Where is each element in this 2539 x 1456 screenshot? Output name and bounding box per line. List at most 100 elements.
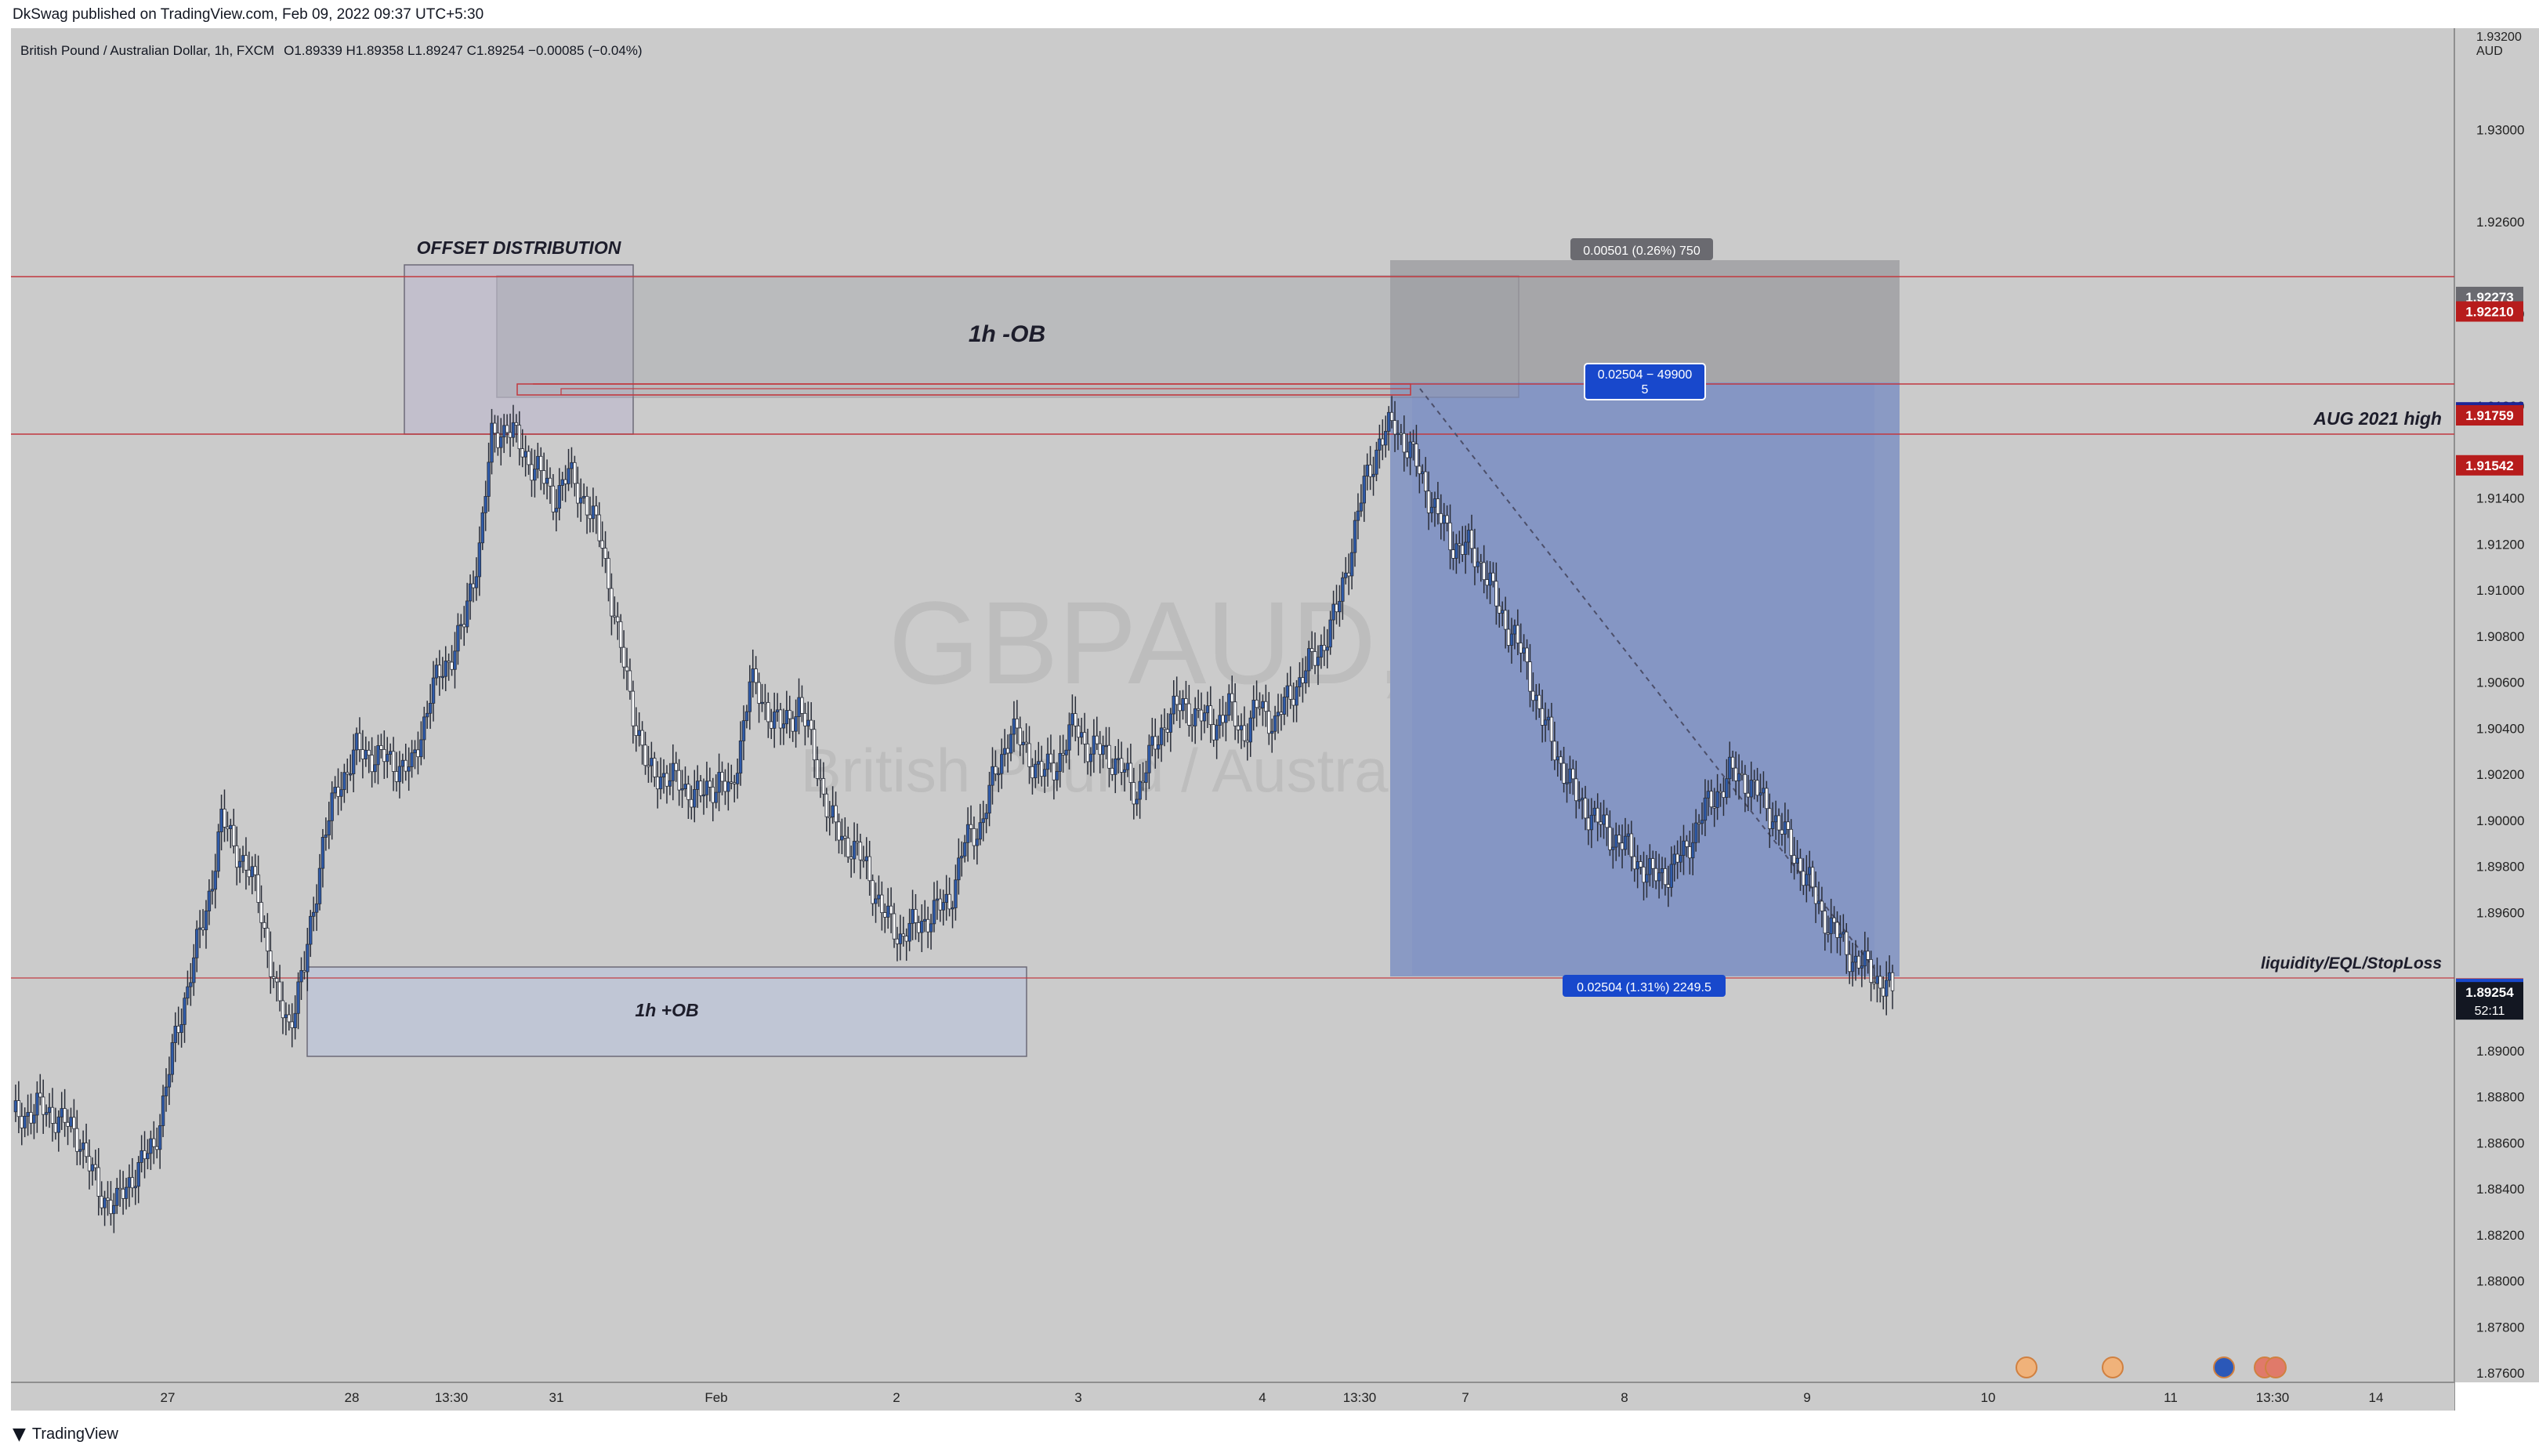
australia-flag-icon[interactable] xyxy=(2213,1356,2235,1378)
y-tick-label: 1.91200 xyxy=(2476,537,2524,552)
candle-body xyxy=(1706,791,1711,799)
economic-events[interactable] xyxy=(2016,1356,2287,1378)
bearish-ob-box[interactable] xyxy=(496,275,1519,398)
candle-body xyxy=(1802,871,1806,886)
stop-info-box[interactable] xyxy=(1570,238,1713,260)
candle-body xyxy=(1458,543,1461,546)
candle-body xyxy=(1765,788,1769,809)
candle-body xyxy=(557,485,561,509)
candle-body xyxy=(121,1189,125,1199)
candle-body xyxy=(1378,438,1382,451)
candle-body xyxy=(1528,661,1532,692)
uk-flag-icon[interactable] xyxy=(2265,1356,2287,1378)
candle-body xyxy=(1095,735,1099,744)
y-tick-label: 1.91400 xyxy=(2476,491,2524,506)
candle-body xyxy=(284,1014,288,1019)
candle-body xyxy=(618,621,623,648)
candle-body xyxy=(152,1138,156,1147)
candle-body xyxy=(201,927,205,930)
price-label-countdown: 52:11 xyxy=(2475,1005,2505,1018)
candle-body xyxy=(1058,752,1062,772)
price-label-box[interactable] xyxy=(2456,301,2523,322)
candle-body xyxy=(831,805,835,818)
candle-body xyxy=(1061,752,1065,755)
candle-body xyxy=(106,1197,110,1201)
price-label-box[interactable] xyxy=(2456,982,2523,1020)
candle-body xyxy=(158,1125,162,1150)
price-label-box[interactable] xyxy=(2456,455,2523,476)
candle-body xyxy=(109,1200,113,1215)
publisher-header: DkSwag published on TradingView.com, Feb… xyxy=(0,0,2539,28)
candle-body xyxy=(1221,715,1225,723)
candle-body xyxy=(207,890,212,911)
candle-body xyxy=(1620,842,1624,850)
currency-label: AUD xyxy=(2476,45,2503,58)
tradingview-logo[interactable]: ▼ TradingView xyxy=(13,1425,118,1444)
candle-body xyxy=(1534,694,1538,701)
candle-body xyxy=(1653,867,1658,882)
candle-body xyxy=(1429,506,1434,513)
candle-body xyxy=(330,792,334,821)
candle-body xyxy=(1021,741,1025,745)
uk-flag-icon[interactable] xyxy=(2102,1356,2124,1378)
candle-body xyxy=(444,661,447,677)
candle-body xyxy=(1792,855,1796,864)
candle-body xyxy=(56,1116,60,1133)
candle-body xyxy=(1245,740,1250,743)
x-tick-label: 3 xyxy=(1074,1390,1081,1405)
candle-body xyxy=(1386,411,1391,432)
candle-body xyxy=(250,866,254,878)
candle-body xyxy=(176,1026,180,1034)
candle-body xyxy=(1138,781,1142,800)
candle-body xyxy=(821,778,826,795)
candle-body xyxy=(1168,713,1173,733)
candle-body xyxy=(1829,917,1833,934)
candle-body xyxy=(1728,756,1732,780)
candle-body xyxy=(1341,577,1345,602)
candle-body xyxy=(1860,965,1864,969)
candle-body xyxy=(1202,712,1207,722)
candle-body xyxy=(1552,741,1557,761)
price-label-box[interactable] xyxy=(2456,405,2523,426)
candle-body xyxy=(834,805,838,823)
price-label-value: 1.89254 xyxy=(2465,985,2514,1000)
uk-flag-icon[interactable] xyxy=(2016,1356,2037,1378)
x-tick-label: 4 xyxy=(1259,1390,1266,1405)
candle-body xyxy=(714,791,718,803)
candle-body xyxy=(266,927,270,951)
candle-body xyxy=(161,1096,165,1126)
y-tick-label: 1.87600 xyxy=(2476,1366,2524,1381)
candle-body xyxy=(828,816,831,819)
candle-body xyxy=(643,744,647,766)
offset-distribution-box[interactable] xyxy=(404,264,634,435)
candle-body xyxy=(981,818,985,824)
candle-body xyxy=(1175,695,1179,705)
candle-body xyxy=(1878,976,1882,989)
candle-body xyxy=(1119,758,1124,773)
candle-body xyxy=(1258,707,1262,709)
target-info-box[interactable] xyxy=(1563,975,1726,997)
candle-body xyxy=(837,821,841,841)
candle-body xyxy=(1842,931,1845,935)
candle-body xyxy=(1773,815,1778,823)
candle-body xyxy=(1424,471,1428,492)
price-axis[interactable]: 1.93200 AUD xyxy=(2476,31,2522,58)
tradingview-brand: TradingView xyxy=(31,1425,118,1443)
candle-body xyxy=(1181,698,1185,712)
candle-body xyxy=(1768,808,1772,829)
price-chart[interactable]: GBPAUD, 1h British Pound / Australian Do… xyxy=(0,28,2539,1411)
candle-body xyxy=(1715,791,1719,808)
stop-loss-zone[interactable] xyxy=(1390,260,1900,382)
candle-body xyxy=(695,781,700,790)
entry-info-box[interactable] xyxy=(1584,363,1706,400)
candle-body xyxy=(1288,685,1292,700)
trend-projection-line[interactable] xyxy=(1419,388,1875,969)
candle-body xyxy=(579,497,583,504)
bullish-ob-box[interactable] xyxy=(306,966,1027,1057)
candle-body xyxy=(1411,441,1415,444)
candle-body xyxy=(370,755,374,773)
candle-body xyxy=(1752,780,1756,782)
candle-body xyxy=(1079,732,1084,738)
candle-body xyxy=(1691,842,1695,859)
candle-body xyxy=(730,781,733,784)
